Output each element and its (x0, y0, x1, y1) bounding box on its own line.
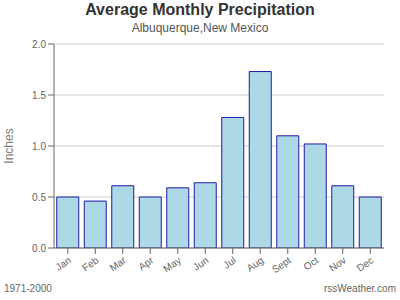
svg-text:1.5: 1.5 (32, 90, 46, 101)
html-text:Average Monthly Precipitation: Average Monthly Precipitation (85, 1, 315, 18)
svg-text:Aug: Aug (245, 254, 266, 273)
html-text:rssWeather.com: rssWeather.com (323, 283, 396, 294)
svg-text:1.0: 1.0 (32, 141, 46, 152)
svg-text:Sept: Sept (270, 254, 293, 275)
svg-text:Nov: Nov (327, 254, 348, 273)
svg-text:Oct: Oct (301, 254, 320, 272)
svg-text:May: May (161, 254, 183, 274)
svg-text:Jan: Jan (53, 254, 73, 272)
svg-text:Mar: Mar (108, 254, 129, 273)
svg-text:Dec: Dec (355, 254, 376, 273)
svg-text:0.0: 0.0 (32, 243, 46, 254)
html-text:1971-2000: 1971-2000 (4, 283, 52, 294)
svg-text:Jun: Jun (191, 254, 211, 272)
svg-text:2.0: 2.0 (32, 39, 46, 50)
html-text:Albuquerque,New Mexico: Albuquerque,New Mexico (131, 21, 269, 35)
svg-text:Jul: Jul (221, 254, 238, 270)
svg-text:Apr: Apr (136, 254, 156, 272)
svg-text:0.5: 0.5 (32, 192, 46, 203)
svg-text:Inches: Inches (8, 128, 16, 163)
svg-text:Feb: Feb (80, 254, 101, 273)
